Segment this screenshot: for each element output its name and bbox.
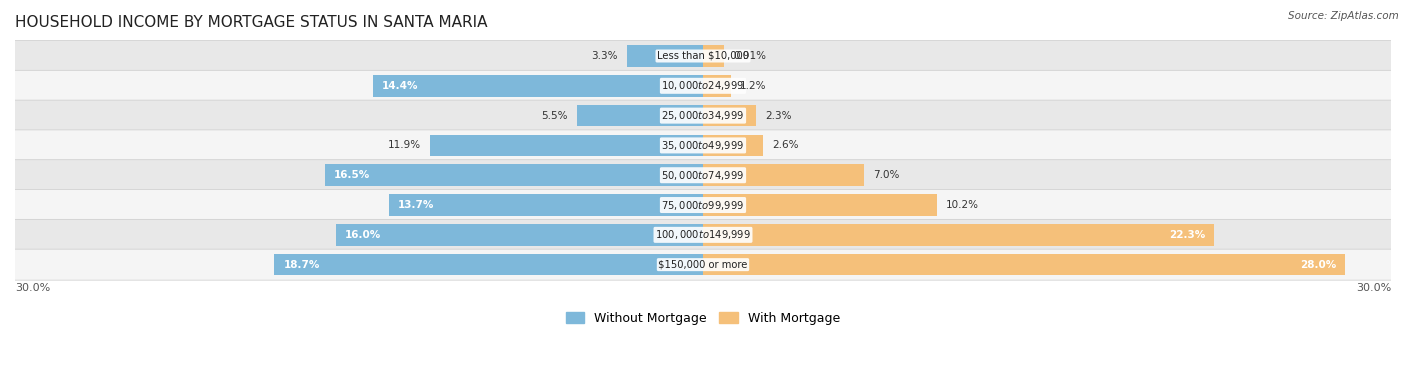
Text: 14.4%: 14.4%: [382, 81, 419, 91]
Text: 10.2%: 10.2%: [946, 200, 979, 210]
Text: $100,000 to $149,999: $100,000 to $149,999: [655, 228, 751, 241]
FancyBboxPatch shape: [14, 189, 1392, 220]
Bar: [703, 224, 1215, 246]
FancyBboxPatch shape: [14, 219, 1392, 250]
Legend: Without Mortgage, With Mortgage: Without Mortgage, With Mortgage: [561, 307, 845, 330]
Text: $10,000 to $24,999: $10,000 to $24,999: [661, 79, 745, 92]
FancyBboxPatch shape: [14, 130, 1392, 161]
Bar: [274, 254, 703, 276]
Text: 18.7%: 18.7%: [284, 260, 319, 270]
Text: 28.0%: 28.0%: [1299, 260, 1336, 270]
Bar: [336, 224, 703, 246]
Text: 16.5%: 16.5%: [333, 170, 370, 180]
Bar: [703, 45, 724, 67]
FancyBboxPatch shape: [14, 40, 1392, 71]
Text: 30.0%: 30.0%: [1355, 282, 1391, 293]
FancyBboxPatch shape: [14, 160, 1392, 191]
Bar: [430, 135, 703, 156]
Bar: [325, 164, 703, 186]
Text: 30.0%: 30.0%: [15, 282, 51, 293]
Text: 5.5%: 5.5%: [541, 111, 568, 121]
Text: 13.7%: 13.7%: [398, 200, 434, 210]
Bar: [703, 105, 756, 126]
Text: 2.6%: 2.6%: [772, 140, 799, 150]
Text: 2.3%: 2.3%: [765, 111, 792, 121]
Text: 16.0%: 16.0%: [346, 230, 381, 240]
Bar: [389, 194, 703, 216]
Bar: [703, 254, 1346, 276]
Text: $25,000 to $34,999: $25,000 to $34,999: [661, 109, 745, 122]
Text: $50,000 to $74,999: $50,000 to $74,999: [661, 169, 745, 182]
Text: 22.3%: 22.3%: [1168, 230, 1205, 240]
Text: 11.9%: 11.9%: [388, 140, 420, 150]
Bar: [576, 105, 703, 126]
Bar: [703, 75, 731, 96]
FancyBboxPatch shape: [14, 70, 1392, 101]
Text: 0.91%: 0.91%: [733, 51, 766, 61]
Text: 1.2%: 1.2%: [740, 81, 766, 91]
Bar: [703, 194, 936, 216]
Bar: [703, 164, 863, 186]
Text: Less than $10,000: Less than $10,000: [657, 51, 749, 61]
Text: $75,000 to $99,999: $75,000 to $99,999: [661, 198, 745, 212]
FancyBboxPatch shape: [14, 249, 1392, 280]
Text: 7.0%: 7.0%: [873, 170, 898, 180]
Bar: [703, 135, 762, 156]
Text: 3.3%: 3.3%: [592, 51, 619, 61]
Text: $150,000 or more: $150,000 or more: [658, 260, 748, 270]
FancyBboxPatch shape: [14, 100, 1392, 131]
Text: HOUSEHOLD INCOME BY MORTGAGE STATUS IN SANTA MARIA: HOUSEHOLD INCOME BY MORTGAGE STATUS IN S…: [15, 15, 488, 30]
Bar: [627, 45, 703, 67]
Text: $35,000 to $49,999: $35,000 to $49,999: [661, 139, 745, 152]
Text: Source: ZipAtlas.com: Source: ZipAtlas.com: [1288, 11, 1399, 21]
Bar: [373, 75, 703, 96]
